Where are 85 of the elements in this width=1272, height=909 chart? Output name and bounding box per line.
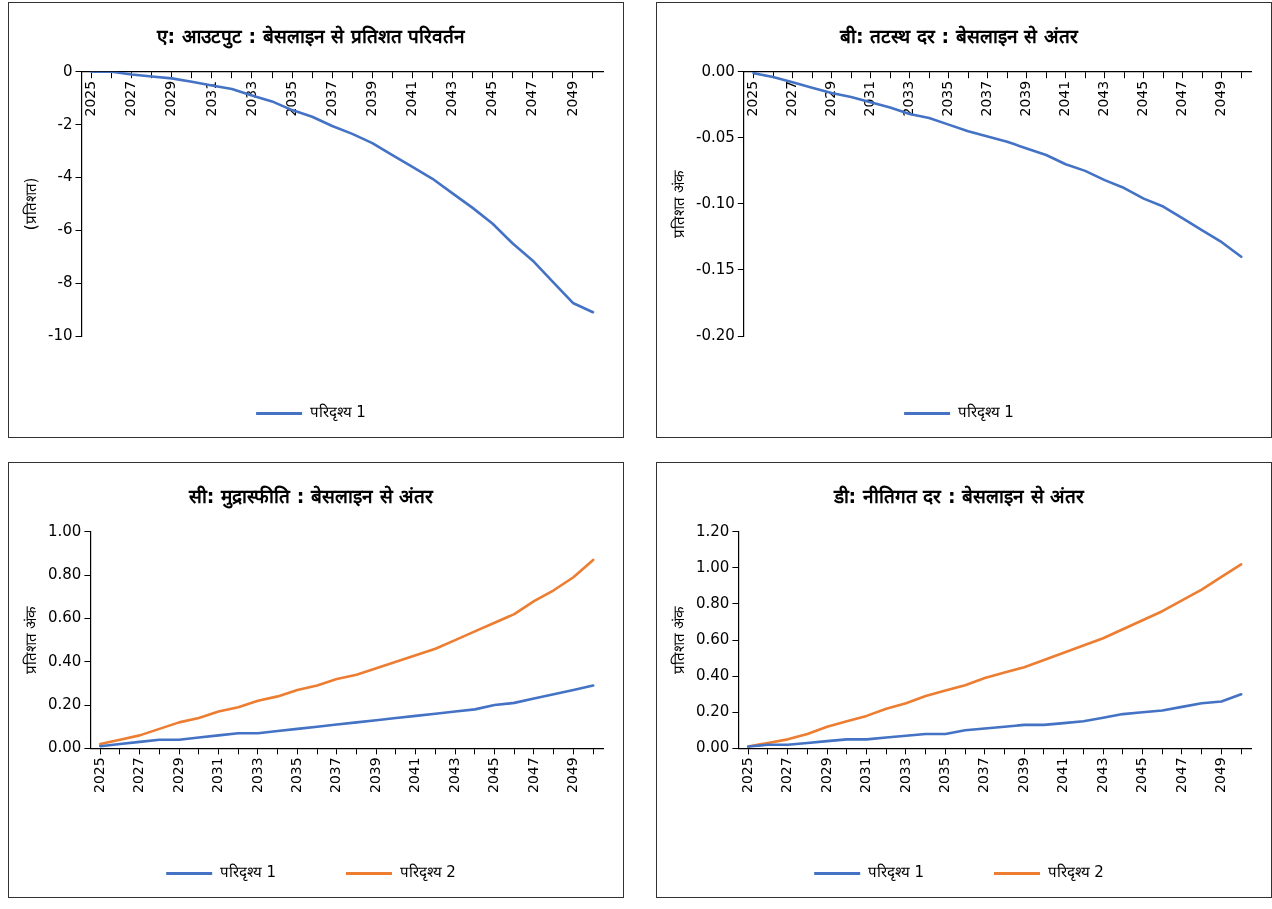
legend-label: परिदृश्य 1: [957, 403, 1014, 423]
x-tick-label: 2047: [523, 80, 540, 117]
x-tick-label: 2025: [738, 757, 755, 794]
y-axis-title: प्रतिशत अंक: [669, 605, 688, 675]
x-tick-label: 2037: [327, 757, 344, 794]
x-tick-label: 2039: [362, 80, 379, 117]
legend-label: परिदृश्य 2: [1047, 863, 1104, 883]
x-tick-label: 2043: [1095, 80, 1112, 117]
x-tick-label: 2047: [1172, 757, 1189, 794]
x-tick-label: 2035: [936, 757, 953, 794]
x-tick-label: 2035: [939, 80, 956, 117]
x-tick-label: 2025: [82, 80, 99, 117]
x-tick-label: 2025: [744, 80, 761, 117]
y-tick-label: -6: [57, 220, 73, 239]
y-tick-label: 1.00: [695, 557, 730, 576]
y-tick-label: 0.20: [695, 702, 730, 721]
x-tick-label: 2047: [524, 757, 541, 794]
x-tick-label: 2049: [1212, 80, 1229, 117]
y-tick-label: -0.20: [696, 325, 735, 344]
y-tick-label: 0.00: [47, 738, 82, 757]
chart-title: डी: नीतिगत दर : बेसलाइन से अंतर: [832, 485, 1086, 508]
y-tick-label: -0.10: [696, 193, 735, 212]
y-tick-label: 1.00: [47, 521, 82, 540]
x-tick-label: 2049: [563, 80, 580, 117]
x-tick-label: 2037: [322, 80, 339, 117]
x-tick-label: 2045: [485, 757, 502, 794]
legend-label: परिदृश्य 1: [867, 863, 924, 883]
y-tick-label: 1.20: [695, 521, 730, 540]
x-tick-label: 2047: [1173, 80, 1190, 117]
x-tick-label: 2039: [1017, 80, 1034, 117]
x-tick-label: 2035: [282, 80, 299, 117]
x-tick-label: 2025: [90, 757, 107, 794]
y-tick-label: -0.15: [696, 259, 735, 278]
x-tick-label: 2035: [288, 757, 305, 794]
x-tick-label: 2033: [248, 757, 265, 794]
y-tick-label: 0.40: [695, 666, 730, 685]
y-tick-label: 0.60: [47, 608, 82, 627]
x-tick-label: 2043: [443, 80, 460, 117]
chart-title: बी: तटस्थ दर : बेसलाइन से अंतर: [839, 25, 1079, 48]
x-tick-label: 2039: [1014, 757, 1031, 794]
chart-title: सी: मुद्रास्फीति : बेसलाइन से अंतर: [187, 485, 435, 510]
x-tick-label: 2029: [817, 757, 834, 794]
y-tick-label: 0.20: [47, 694, 82, 713]
chart-title: ए: आउटपुट : बेसलाइन से प्रतिशत परिवर्तन: [155, 25, 467, 50]
y-tick-label: 0.00: [701, 61, 735, 80]
x-tick-label: 2029: [169, 757, 186, 794]
x-tick-label: 2043: [1093, 757, 1110, 794]
x-tick-label: 2041: [1054, 757, 1071, 794]
legend-label: परिदृश्य 1: [219, 863, 276, 883]
y-axis-title: प्रतिशत अंक: [21, 605, 40, 675]
x-tick-label: 2045: [1134, 80, 1151, 117]
x-tick-label: 2049: [564, 757, 581, 794]
x-tick-label: 2037: [978, 80, 995, 117]
x-tick-label: 2031: [209, 757, 226, 794]
y-tick-label: -10: [48, 325, 73, 344]
y-axis-title: (प्रतिशत): [21, 177, 40, 231]
y-tick-label: 0.60: [695, 629, 730, 648]
x-tick-label: 2027: [122, 80, 139, 117]
y-tick-label: 0.00: [695, 738, 730, 757]
legend-label: परिदृश्य 2: [399, 863, 456, 883]
x-tick-label: 2041: [1056, 80, 1073, 117]
y-tick-label: 0.40: [47, 651, 82, 670]
x-tick-label: 2049: [1212, 757, 1229, 794]
x-tick-label: 2027: [783, 80, 800, 117]
y-tick-label: 0: [62, 61, 73, 80]
x-tick-label: 2037: [975, 757, 992, 794]
x-tick-label: 2033: [896, 757, 913, 794]
y-tick-label: -0.05: [696, 127, 735, 146]
x-tick-label: 2045: [1133, 757, 1150, 794]
y-tick-label: -4: [57, 167, 73, 186]
x-tick-label: 2027: [130, 757, 147, 794]
x-tick-label: 2045: [483, 80, 500, 117]
y-tick-label: 0.80: [47, 565, 82, 583]
legend-label: परिदृश्य 1: [309, 403, 366, 423]
x-tick-label: 2031: [857, 757, 874, 794]
x-tick-label: 2029: [162, 80, 179, 117]
x-tick-label: 2027: [778, 757, 795, 794]
x-tick-label: 2043: [445, 757, 462, 794]
x-tick-label: 2041: [406, 757, 423, 794]
y-axis-title: प्रतिशत अंक: [669, 169, 688, 239]
y-tick-label: -2: [57, 114, 73, 133]
x-tick-label: 2041: [403, 80, 420, 117]
x-tick-label: 2039: [366, 757, 383, 794]
y-tick-label: -8: [57, 273, 73, 292]
y-tick-label: 0.80: [695, 593, 730, 612]
